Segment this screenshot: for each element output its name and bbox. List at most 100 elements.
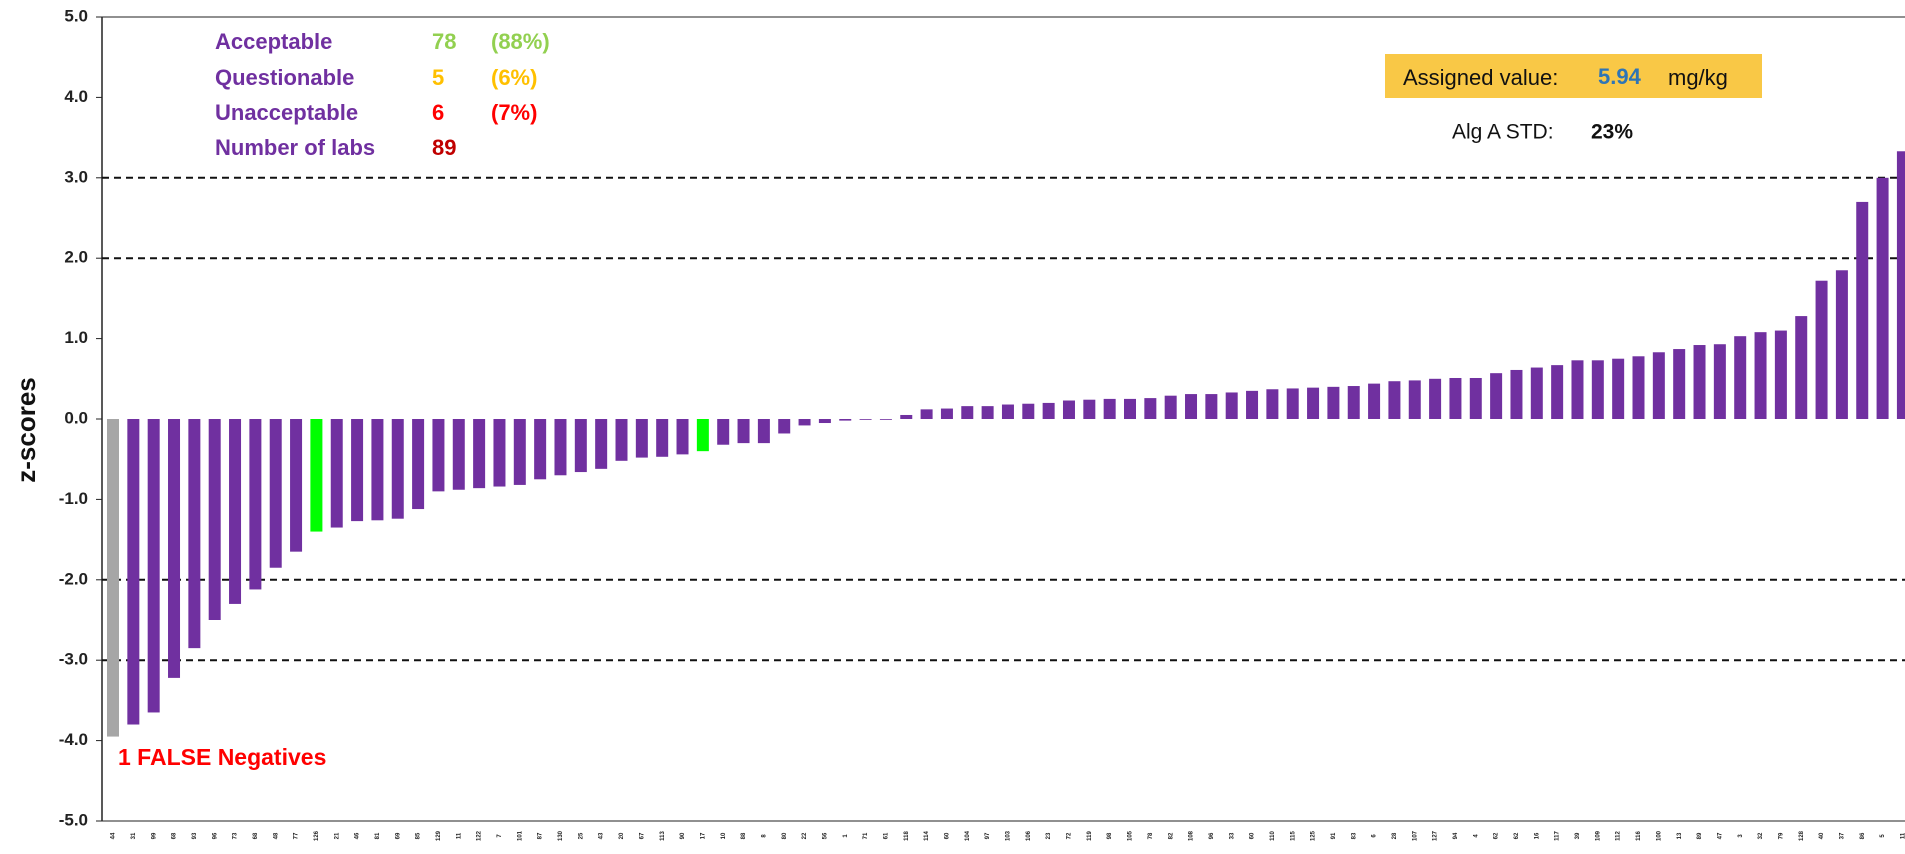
x-tick-label: 1 xyxy=(843,834,849,838)
x-tick-label: 104 xyxy=(965,830,971,841)
bar xyxy=(900,414,913,419)
bar xyxy=(1205,394,1218,419)
y-tick-label: 0.0 xyxy=(64,408,88,427)
bar xyxy=(839,419,852,421)
bar xyxy=(1774,330,1787,419)
y-tick-label: -3.0 xyxy=(59,650,88,669)
bar xyxy=(1551,365,1564,419)
x-tick-label: 96 xyxy=(212,832,218,839)
x-tick-label: 99 xyxy=(151,832,157,839)
bar xyxy=(717,419,730,445)
bar xyxy=(1144,398,1157,419)
x-tick-label: 128 xyxy=(1799,830,1805,841)
x-tick-label: 86 xyxy=(1860,832,1866,839)
bar xyxy=(127,419,140,725)
y-tick-label: 4.0 xyxy=(64,87,88,106)
x-tick-label: 125 xyxy=(1311,830,1317,841)
y-tick-label: -5.0 xyxy=(59,810,88,829)
bar xyxy=(1693,345,1706,419)
summary-count: 89 xyxy=(432,135,456,160)
x-tick-label: 109 xyxy=(1595,830,1601,841)
x-tick-label: 62 xyxy=(1514,832,1520,839)
y-tick-label: -1.0 xyxy=(59,489,88,508)
x-tick-label: 25 xyxy=(578,832,584,839)
summary-count: 6 xyxy=(432,100,444,125)
x-tick-label: 100 xyxy=(1656,830,1662,841)
x-tick-label: 82 xyxy=(1168,832,1174,839)
x-tick-label: 81 xyxy=(375,832,381,839)
bar xyxy=(818,419,831,424)
x-tick-label: 91 xyxy=(1331,832,1337,839)
bar xyxy=(1591,360,1604,419)
bar xyxy=(696,419,709,452)
bar xyxy=(879,419,892,420)
bar xyxy=(1632,356,1645,419)
bar xyxy=(1124,398,1136,419)
bar xyxy=(1734,336,1747,419)
bar xyxy=(981,406,994,419)
annotation: 1 FALSE Negatives xyxy=(118,744,326,770)
bar xyxy=(1612,358,1625,419)
x-tick-label: 83 xyxy=(1351,832,1357,839)
y-axis-title: z-scores xyxy=(11,377,41,483)
x-tick-label: 90 xyxy=(680,832,686,839)
x-tick-label: 105 xyxy=(1128,830,1134,841)
x-tick-label: 103 xyxy=(1006,830,1012,841)
bar xyxy=(798,419,811,426)
summary-count: 5 xyxy=(432,65,444,90)
x-tick-label: 77 xyxy=(294,832,300,839)
summary-percent: (6%) xyxy=(491,65,537,90)
x-tick-label: 44 xyxy=(111,832,117,839)
bar xyxy=(229,419,242,604)
x-tick-label: 98 xyxy=(1107,832,1113,839)
x-tick-label: 88 xyxy=(741,832,747,839)
bar xyxy=(615,419,628,461)
bar xyxy=(1795,316,1808,419)
x-tick-label: 46 xyxy=(355,832,361,839)
x-tick-label: 68 xyxy=(172,832,178,839)
y-tick-label: 5.0 xyxy=(64,6,88,25)
x-tick-label: 93 xyxy=(192,832,198,839)
std-value: 23% xyxy=(1591,121,1633,144)
bar xyxy=(310,419,323,532)
x-tick-label: 118 xyxy=(904,831,910,841)
x-tick-label: 13 xyxy=(1677,832,1683,839)
bar xyxy=(1368,383,1381,419)
bar xyxy=(1896,151,1905,419)
x-tick-label: 127 xyxy=(1433,830,1439,841)
bar xyxy=(1327,386,1340,419)
summary-label: Questionable xyxy=(215,65,354,90)
bar xyxy=(1307,387,1320,419)
x-tick-label: 101 xyxy=(517,830,523,841)
x-tick-label: 73 xyxy=(233,832,239,839)
x-tick-label: 89 xyxy=(1697,832,1703,839)
x-tick-label: 6 xyxy=(1372,834,1378,838)
y-tick-label: -4.0 xyxy=(59,730,88,749)
x-tick-label: 85 xyxy=(416,832,422,839)
bar xyxy=(920,409,933,419)
assigned-value-label: Assigned value: xyxy=(1403,65,1558,90)
bar xyxy=(554,419,567,476)
x-tick-label: 117 xyxy=(1555,831,1561,841)
x-tick-label: 16 xyxy=(1534,832,1540,839)
x-tick-label: 33 xyxy=(1229,832,1235,839)
x-tick-label: 7 xyxy=(497,834,503,838)
bar xyxy=(1042,402,1055,419)
bar xyxy=(269,419,282,568)
x-tick-label: 115 xyxy=(1290,831,1296,841)
bar xyxy=(452,419,465,490)
x-tick-label: 5 xyxy=(1880,834,1886,838)
bar xyxy=(107,419,119,737)
x-tick-label: 10 xyxy=(721,832,727,839)
y-tick-label: -2.0 xyxy=(59,569,88,588)
bar xyxy=(1185,394,1198,419)
bar xyxy=(249,419,262,590)
x-tick-label: 60 xyxy=(945,832,951,839)
bar xyxy=(1449,377,1462,419)
x-tick-label: 119 xyxy=(1087,831,1093,841)
bar xyxy=(1164,395,1177,419)
bar xyxy=(757,419,770,444)
x-tick-label: 106 xyxy=(1026,830,1032,841)
x-tick-label: 80 xyxy=(782,832,788,839)
x-tick-label: 68 xyxy=(253,832,259,839)
